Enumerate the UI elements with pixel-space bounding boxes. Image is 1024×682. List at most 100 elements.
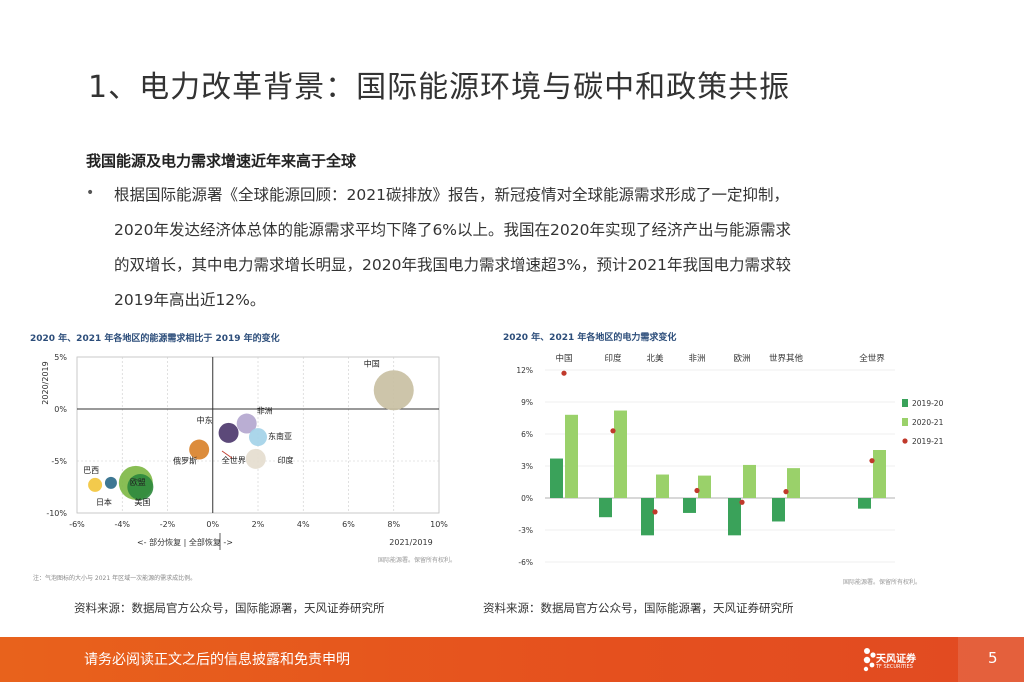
bubble-label: 欧盟 (130, 477, 146, 487)
bar-2019-20 (641, 498, 654, 536)
bubble-东南亚 (249, 428, 267, 447)
y-axis-label: 2020/2019 (41, 361, 50, 404)
y-tick-label: 3% (521, 462, 533, 471)
legend-label: 2019-21 (912, 437, 944, 446)
legend-swatch (902, 399, 908, 407)
x-tick-label: 0% (206, 520, 219, 529)
x-tick-label: 4% (297, 520, 310, 529)
category-label: 全世界 (859, 353, 885, 364)
legend-label: 2020-21 (912, 418, 944, 427)
x-tick-label: 2% (252, 520, 265, 529)
category-label: 印度 (604, 353, 622, 364)
bubble-日本 (104, 476, 117, 489)
bubble-label: 全世界 (222, 455, 246, 465)
logo-name: 天风证券 (876, 654, 916, 665)
y-tick-label: 0% (521, 494, 533, 503)
page-number: 5 (988, 649, 998, 667)
x-axis-label: 2021/2019 (389, 538, 432, 547)
bubble-全世界 (245, 448, 266, 469)
footer-bar: 请务必阅读正文之后的信息披露和免责申明 天风证券 TF SECURITIES 5 (0, 637, 1024, 682)
chart-title: 2020 年、2021 年各地区的电力需求变化 (503, 331, 676, 343)
bubble-美国 (127, 474, 154, 500)
bar-2020-21 (656, 474, 669, 498)
x-axis-annotation: <- 部分恢复 | 全部恢复 -> (137, 537, 233, 547)
source-note-right: 资料来源：数据局官方公众号，国际能源署，天风证券研究所 (483, 601, 794, 615)
chart-title: 2020 年、2021 年各地区的能源需求相比于 2019 年的变化 (30, 332, 280, 344)
bar-2019-20 (683, 498, 696, 513)
paragraph-line: 2019年高出近12%。 (114, 291, 266, 309)
bullet-marker: • (86, 185, 95, 201)
chart-note: 注：气泡图标的大小与 2021 年区域一次能源的需求成比例。 (33, 574, 196, 582)
paragraph-line: 2020年发达经济体总体的能源需求平均下降了6%以上。我国在2020年实现了经济… (114, 221, 791, 239)
bar-2020-21 (565, 414, 578, 498)
chart-watermark: 国际能源署。保留所有权利。 (843, 578, 921, 586)
category-label: 中国 (555, 353, 572, 364)
tf-logo-icon (863, 648, 876, 672)
slide-title: 1、电力改革背景：国际能源环境与碳中和政策共振 (88, 70, 791, 105)
bubble-label: 俄罗斯 (173, 456, 197, 466)
y-tick-label: -6% (518, 558, 533, 567)
x-tick-label: 6% (342, 520, 355, 529)
dot-2019-21 (610, 428, 616, 434)
bubble-巴西 (88, 477, 103, 492)
x-tick-label: -4% (114, 520, 130, 529)
x-tick-label: 10% (430, 520, 448, 529)
body-paragraph: 根据国际能源署《全球能源回顾：2021碳排放》报告，新冠疫情对全球能源需求形成了… (114, 178, 934, 318)
section-subtitle: 我国能源及电力需求增速近年来高于全球 (86, 152, 357, 170)
disclaimer-link[interactable]: 请务必阅读正文之后的信息披露和免责申明 (84, 652, 350, 668)
bubble-chart: 2020 年、2021 年各地区的能源需求相比于 2019 年的变化 2020/… (30, 332, 456, 582)
y-tick-label: -5% (51, 457, 67, 466)
category-label: 欧洲 (733, 353, 750, 364)
dot-2019-21 (739, 499, 745, 505)
category-label: 北美 (646, 353, 664, 364)
bubble-label: 中国 (364, 358, 380, 368)
category-label: 世界其他 (769, 353, 804, 364)
x-tick-label: -2% (160, 520, 176, 529)
bubble-label: 中东 (197, 415, 213, 425)
dot-2019-21 (869, 458, 875, 464)
y-tick-label: 0% (54, 405, 67, 414)
bubble-label: 美国 (134, 497, 150, 507)
bubble-中国 (373, 370, 414, 411)
bar-2019-20 (728, 498, 741, 536)
y-tick-label: -3% (518, 526, 533, 535)
bubble-俄罗斯 (189, 439, 210, 460)
footer-decoration (958, 637, 1024, 682)
bubble-label: 非洲 (257, 406, 273, 416)
dot-2019-21 (783, 489, 789, 495)
paragraph-line: 的双增长，其中电力需求增长明显，2020年我国电力需求增速超3%，预计2021年… (114, 256, 791, 274)
paragraph-line: 根据国际能源署《全球能源回顾：2021碳排放》报告，新冠疫情对全球能源需求形成了… (114, 186, 789, 204)
pointer-arrow (221, 450, 233, 459)
chart-watermark: 国际能源署。保留所有权利。 (378, 556, 456, 564)
y-tick-label: 9% (521, 398, 533, 407)
bubble-label: 东南亚 (268, 431, 292, 441)
bar-2020-21 (787, 468, 800, 498)
bar-2020-21 (614, 410, 627, 498)
bubble-label: 巴西 (83, 466, 99, 475)
legend-swatch (902, 418, 908, 426)
y-tick-label: 5% (54, 353, 67, 362)
bubble-非洲 (236, 413, 257, 434)
source-note-left: 资料来源：数据局官方公众号，国际能源署，天风证券研究所 (74, 601, 385, 615)
bar-2019-20 (550, 458, 563, 498)
legend-swatch (902, 438, 908, 444)
bubble-label: 印度 (278, 455, 294, 465)
x-tick-label: -6% (69, 520, 85, 529)
logo-subtitle: TF SECURITIES (876, 664, 913, 670)
bar-2020-21 (873, 450, 886, 498)
bar-2020-21 (698, 475, 711, 498)
category-label: 非洲 (688, 353, 705, 364)
y-tick-label: 12% (516, 366, 533, 375)
x-tick-label: 8% (387, 520, 400, 529)
bar-2019-20 (858, 498, 871, 509)
dot-2019-21 (652, 509, 658, 515)
bar-2020-21 (743, 464, 756, 498)
bubble-中东 (218, 422, 239, 443)
y-tick-label: -10% (46, 509, 67, 518)
y-tick-label: 6% (521, 430, 533, 439)
bar-chart: 2020 年、2021 年各地区的电力需求变化 国际能源署。保留所有权利。 12… (503, 331, 944, 586)
dot-2019-21 (694, 487, 700, 494)
legend-label: 2019-20 (912, 399, 944, 408)
dot-2019-21 (561, 370, 567, 376)
bar-2019-20 (599, 498, 612, 518)
